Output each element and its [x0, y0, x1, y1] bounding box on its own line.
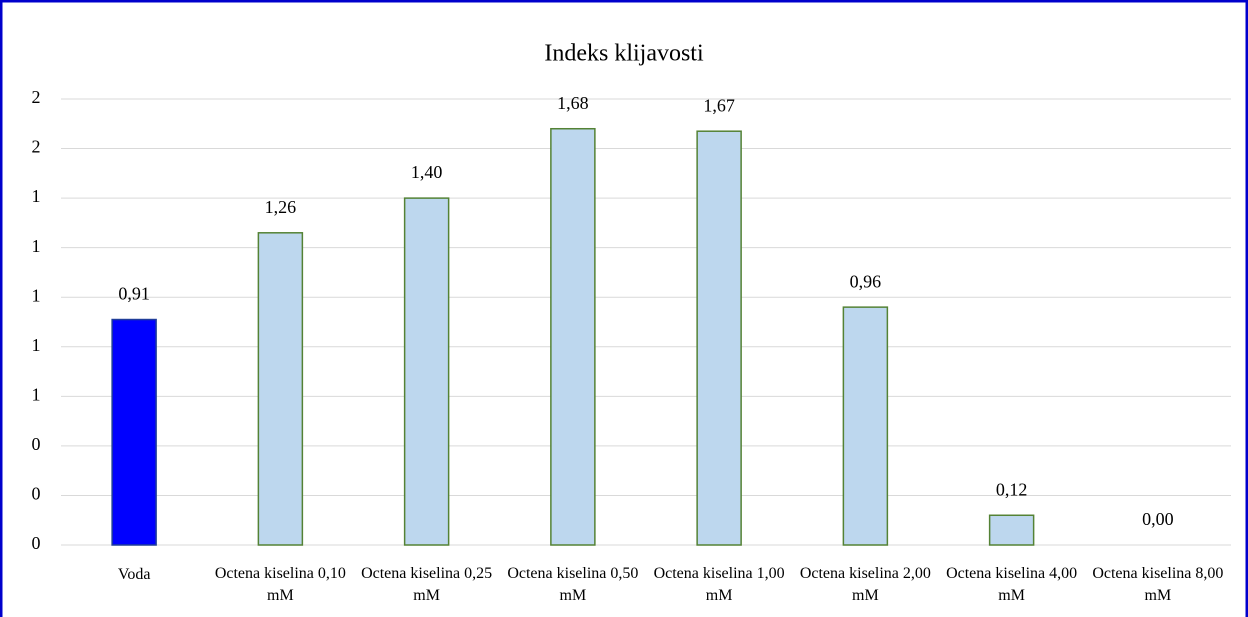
data-label: 0,00 — [1142, 509, 1174, 529]
y-tick-label: 0 — [32, 533, 41, 553]
y-tick-label: 1 — [32, 186, 41, 206]
data-label: 1,67 — [703, 95, 735, 115]
bar — [696, 130, 742, 546]
y-tick-label: 2 — [32, 87, 41, 107]
bar — [111, 318, 157, 546]
data-label: 1,40 — [411, 162, 443, 182]
bar — [403, 197, 450, 546]
y-tick-label: 1 — [32, 384, 41, 404]
bar — [988, 514, 1035, 546]
data-label: 0,12 — [996, 479, 1028, 499]
bar — [257, 232, 304, 546]
y-tick-label: 0 — [32, 434, 41, 454]
x-tick-label: Octena kiselina 0,10 mM — [214, 565, 346, 604]
x-tick-label: Voda — [117, 566, 151, 583]
chart-title: Indeks klijavosti — [544, 41, 704, 67]
data-label: 1,68 — [557, 93, 589, 113]
y-tick-label: 1 — [32, 285, 41, 305]
data-label: 0,91 — [118, 284, 150, 304]
x-tick-label: Octena kiselina 1,00 mM — [653, 565, 785, 604]
data-label: 0,96 — [850, 271, 882, 291]
y-tick-label: 2 — [32, 137, 41, 157]
x-tick-label: Octena kiselina 4,00 mM — [946, 565, 1078, 604]
x-tick-label: Octena kiselina 8,00 mM — [1092, 565, 1224, 604]
x-tick-label: Octena kiselina 0,50 mM — [507, 565, 639, 604]
y-tick-label: 1 — [32, 335, 41, 355]
x-tick-label: Octena kiselina 0,25 mM — [361, 565, 493, 604]
x-tick-label: Octena kiselina 2,00 mM — [799, 565, 931, 604]
data-label: 1,26 — [265, 197, 297, 217]
bar — [550, 127, 596, 546]
bar — [842, 306, 889, 546]
y-tick-label: 0 — [32, 484, 41, 504]
y-tick-label: 1 — [32, 236, 41, 256]
